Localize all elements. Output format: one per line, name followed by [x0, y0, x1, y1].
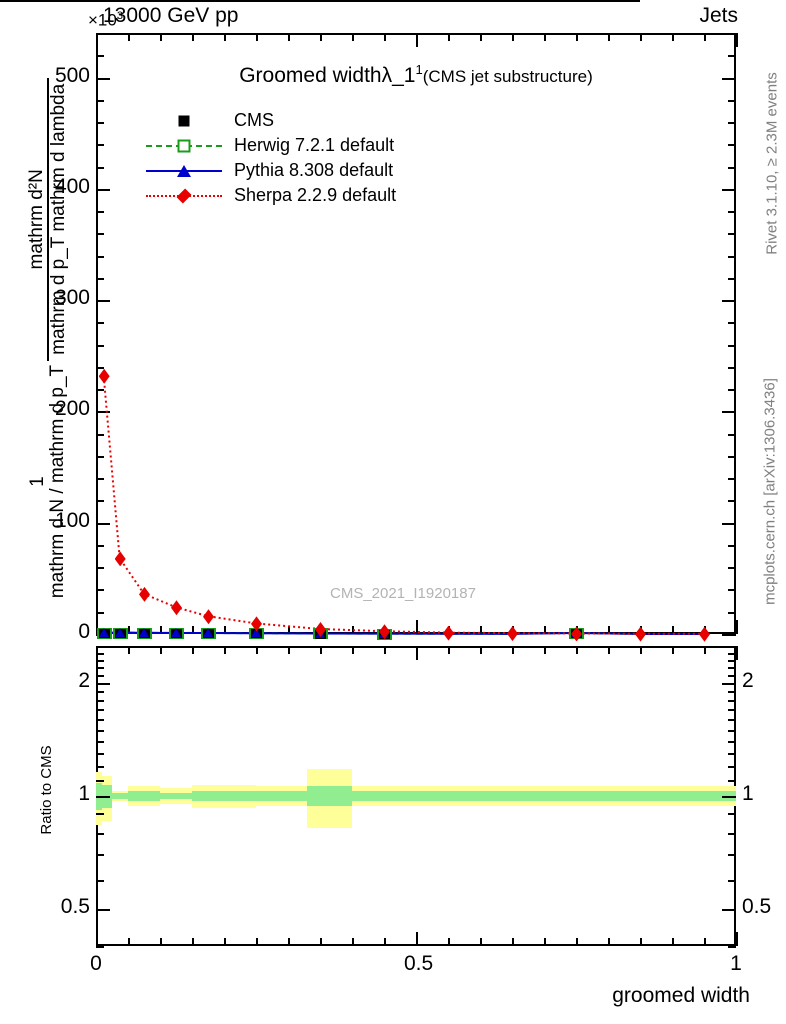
legend-item-herwig[interactable]: Herwig 7.2.1 default: [146, 133, 396, 158]
legend: CMS Herwig 7.2.1 default Pythia 8.308 de…: [146, 108, 396, 208]
filled-diamond-icon: [176, 188, 192, 203]
legend-label-herwig: Herwig 7.2.1 default: [234, 135, 395, 155]
ratio-reference-line: [0, 0, 640, 2]
y-tick-minor: [96, 946, 104, 948]
x-tick-label: 0.5: [404, 952, 434, 975]
analysis-id-watermark: CMS_2021_I1920187: [330, 585, 476, 602]
legend-label-pythia: Pythia 8.308 default: [234, 160, 394, 180]
y-axis-label-main: 1 mathrm d N / mathrm d p_T mathrm d²N m…: [26, 38, 70, 638]
open-square-icon: [177, 139, 191, 152]
x-axis-label: groomed width: [612, 984, 750, 1007]
plot-title: Groomed widthλ_11(CMS jet substructure): [239, 62, 593, 87]
legend-key-sherpa: [146, 186, 222, 206]
y-tick-major: [722, 634, 736, 636]
ratio-plot-frame: [96, 646, 736, 946]
filled-square-icon: [178, 115, 190, 126]
y-tick-label-ratio: 2: [78, 668, 90, 692]
y-tick-label-ratio-right: 2: [742, 668, 754, 692]
y-tick-label-main: 0: [78, 620, 90, 643]
legend-key-cms: [146, 111, 222, 131]
legend-label-cms: CMS: [234, 110, 274, 130]
filled-triangle-icon: [177, 164, 191, 177]
y-tick-major: [96, 634, 110, 636]
header-analysis-category: Jets: [699, 4, 738, 27]
x-tick-major: [736, 932, 738, 946]
legend-key-pythia: [146, 161, 222, 181]
y-tick-label-ratio: 1: [78, 782, 90, 805]
x-tick-major: [736, 33, 738, 47]
y-tick-minor: [728, 946, 736, 948]
legend-item-cms[interactable]: CMS: [146, 108, 396, 133]
y-tick-label-ratio-right: 1: [742, 782, 754, 805]
x-tick-major: [736, 620, 738, 634]
x-tick-major: [736, 646, 738, 660]
y-tick-label-ratio: 0.5: [60, 895, 90, 919]
x-tick-label: 0: [90, 952, 102, 975]
x-tick-label: 1: [730, 952, 742, 975]
rivet-version-caption: Rivet 3.1.10, ≥ 2.3M events: [763, 72, 781, 255]
y-axis-multiplier: ×103: [88, 10, 123, 30]
legend-item-pythia[interactable]: Pythia 8.308 default: [146, 158, 396, 183]
header-beam-energy: 13000 GeV pp: [103, 4, 239, 27]
legend-label-sherpa: Sherpa 2.2.9 default: [234, 185, 397, 205]
y-tick-label-ratio-right: 0.5: [742, 895, 772, 919]
y-axis-label-ratio: Ratio to CMS: [38, 745, 55, 835]
legend-item-sherpa[interactable]: Sherpa 2.2.9 default: [146, 183, 396, 208]
mcplots-caption: mcplots.cern.ch [arXiv:1306.3436]: [761, 378, 779, 605]
legend-key-herwig: [146, 136, 222, 156]
